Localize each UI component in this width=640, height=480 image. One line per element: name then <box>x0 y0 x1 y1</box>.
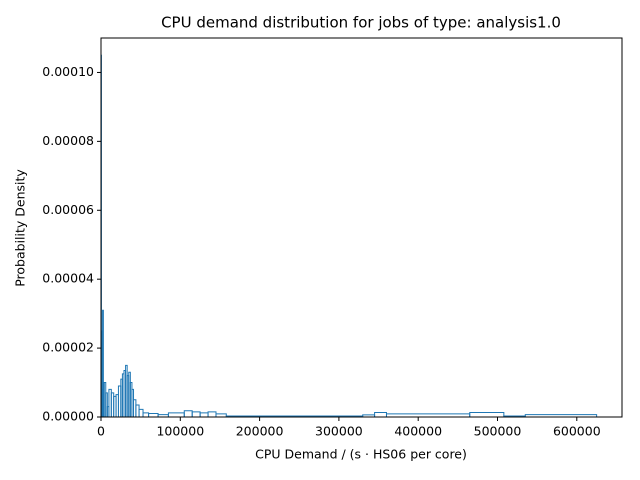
histogram-step <box>105 392 108 417</box>
histogram-step <box>183 410 193 417</box>
histogram-step <box>138 408 144 417</box>
y-tick-label: 0.00004 <box>42 271 94 286</box>
x-tick-label: 0 <box>97 424 105 439</box>
histogram-step <box>374 412 387 417</box>
x-tick-label: 600000 <box>553 424 601 439</box>
y-tick-label: 0.00008 <box>42 133 94 148</box>
histogram-step <box>102 309 104 417</box>
y-tick-label: 0.00002 <box>42 340 94 355</box>
x-tick-label: 100000 <box>156 424 204 439</box>
histogram-step <box>469 412 505 417</box>
x-axis-label: CPU Demand / (s · HS06 per core) <box>255 447 467 462</box>
histogram-step <box>191 411 201 417</box>
axes-frame <box>100 37 623 418</box>
histogram-step <box>148 413 159 417</box>
y-tick-label: 0.00000 <box>42 409 94 424</box>
histogram-step <box>207 411 217 417</box>
histogram-step <box>215 413 227 417</box>
x-tick-label: 200000 <box>236 424 284 439</box>
x-tick-label: 400000 <box>394 424 442 439</box>
histogram-step <box>524 414 598 417</box>
x-tick-label: 300000 <box>315 424 363 439</box>
y-tick-label: 0.00006 <box>42 202 94 217</box>
histogram-step <box>142 412 150 417</box>
chart-title: CPU demand distribution for jobs of type… <box>161 14 561 32</box>
y-tick-label: 0.00010 <box>42 64 94 79</box>
x-tick-label: 500000 <box>474 424 522 439</box>
histogram-step <box>199 412 209 417</box>
y-axis-label: Probability Density <box>13 169 28 287</box>
histogram-step <box>167 412 185 417</box>
